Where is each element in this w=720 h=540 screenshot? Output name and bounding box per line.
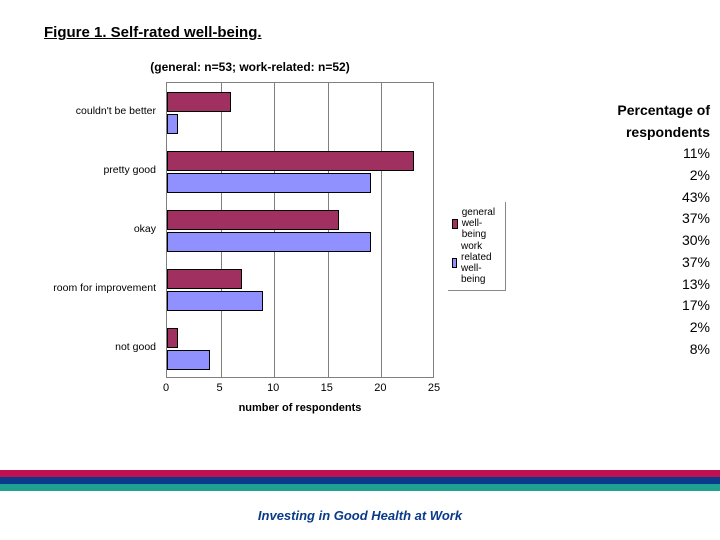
bar-work xyxy=(167,291,263,311)
x-axis-label: number of respondents xyxy=(166,402,434,414)
percent-row: 37% xyxy=(560,252,710,274)
bar-work xyxy=(167,173,371,193)
x-tick-label: 0 xyxy=(156,382,176,394)
legend-label: general well-being xyxy=(462,207,500,240)
footer-stripe xyxy=(0,484,720,491)
grid-line xyxy=(381,83,382,377)
percent-row: 2% xyxy=(560,165,710,187)
legend-label: work related well-being xyxy=(461,241,499,285)
grid-line xyxy=(328,83,329,377)
bar-work xyxy=(167,232,371,252)
y-tick-label: not good xyxy=(44,341,162,353)
percent-row: 37% xyxy=(560,208,710,230)
legend-row: work related well-being xyxy=(452,241,499,285)
footer-stripe xyxy=(0,477,720,484)
percent-header-2: respondents xyxy=(560,122,710,144)
x-tick-label: 25 xyxy=(424,382,444,394)
grid-line xyxy=(221,83,222,377)
x-tick-label: 15 xyxy=(317,382,337,394)
percent-row: 11% xyxy=(560,143,710,165)
plot-area xyxy=(166,82,434,378)
percent-row: 43% xyxy=(560,187,710,209)
bar-general xyxy=(167,92,231,112)
percent-row: 2% xyxy=(560,317,710,339)
x-tick-label: 5 xyxy=(210,382,230,394)
legend-swatch xyxy=(452,258,457,268)
percentage-block: Percentage ofrespondents11%2%43%37%30%37… xyxy=(560,100,710,360)
bar-work xyxy=(167,114,178,134)
figure-title: Figure 1. Self-rated well-being. xyxy=(44,24,262,41)
x-tick-label: 20 xyxy=(370,382,390,394)
bar-general xyxy=(167,210,339,230)
y-tick-label: room for improvement xyxy=(44,282,162,294)
percent-row: 13% xyxy=(560,274,710,296)
chart: general well-beingwork related well-bein… xyxy=(44,82,499,422)
bar-general xyxy=(167,151,414,171)
legend-row: general well-being xyxy=(452,207,499,240)
grid-line xyxy=(274,83,275,377)
percent-row: 17% xyxy=(560,295,710,317)
bar-general xyxy=(167,328,178,348)
y-tick-label: pretty good xyxy=(44,164,162,176)
bar-work xyxy=(167,350,210,370)
footer-stripe xyxy=(0,470,720,477)
percent-header-1: Percentage of xyxy=(560,100,710,122)
footer-tagline: Investing in Good Health at Work xyxy=(0,508,720,523)
y-tick-label: couldn't be better xyxy=(44,105,162,117)
legend: general well-beingwork related well-bein… xyxy=(448,202,506,291)
percent-row: 8% xyxy=(560,339,710,361)
percent-row: 30% xyxy=(560,230,710,252)
legend-swatch xyxy=(452,219,458,229)
y-tick-label: okay xyxy=(44,223,162,235)
x-tick-label: 10 xyxy=(263,382,283,394)
bar-general xyxy=(167,269,242,289)
figure-subtitle: (general: n=53; work-related: n=52) xyxy=(0,60,500,74)
footer-stripes xyxy=(0,470,720,491)
